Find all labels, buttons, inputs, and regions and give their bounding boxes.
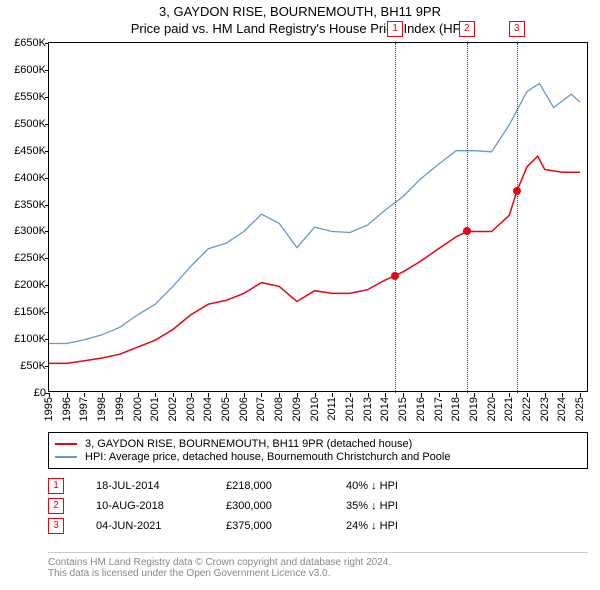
legend-swatch xyxy=(55,456,77,458)
chart-container: 3, GAYDON RISE, BOURNEMOUTH, BH11 9PR Pr… xyxy=(0,0,600,590)
x-tick-label: 2004 xyxy=(202,397,214,421)
x-tick-label: 2006 xyxy=(238,397,250,421)
x-tick-label: 1998 xyxy=(96,397,108,421)
sale-marker-line xyxy=(517,43,518,393)
sales-pct: 24% ↓ HPI xyxy=(346,520,398,532)
y-tick-label: £350K xyxy=(4,199,46,211)
sale-marker-box: 3 xyxy=(509,21,525,37)
series-price_paid xyxy=(49,156,580,363)
legend-row: 3, GAYDON RISE, BOURNEMOUTH, BH11 9PR (d… xyxy=(55,438,581,450)
x-tick-label: 1997 xyxy=(78,397,90,421)
y-tick-label: £150K xyxy=(4,306,46,318)
sale-marker-box: 1 xyxy=(387,21,403,37)
x-tick-label: 2001 xyxy=(149,397,161,421)
y-tick-label: £500K xyxy=(4,118,46,130)
sales-table: 1 18-JUL-2014£218,00040% ↓ HPI 2 10-AUG-201… xyxy=(48,474,588,538)
x-tick-label: 2017 xyxy=(433,397,445,421)
x-tick-label: 2015 xyxy=(397,397,409,421)
series-hpi xyxy=(49,83,580,343)
y-tick-label: £0 xyxy=(4,387,46,399)
x-tick-label: 2024 xyxy=(556,397,568,421)
sales-marker-ref: 2 xyxy=(48,498,64,514)
chart-area: £0£50K£100K£150K£200K£250K£300K£350K£400… xyxy=(48,42,588,392)
legend: 3, GAYDON RISE, BOURNEMOUTH, BH11 9PR (d… xyxy=(48,432,588,469)
sales-date: 04-JUN-2021 xyxy=(96,520,226,532)
x-tick-label: 2023 xyxy=(539,397,551,421)
y-tick-label: £400K xyxy=(4,172,46,184)
y-tick-label: £200K xyxy=(4,279,46,291)
x-tick-label: 2008 xyxy=(273,397,285,421)
sales-marker-ref: 1 xyxy=(48,478,64,494)
y-tick-label: £550K xyxy=(4,91,46,103)
x-tick-label: 2012 xyxy=(344,397,356,421)
x-tick-label: 2007 xyxy=(255,397,267,421)
sale-marker-dot xyxy=(391,272,399,280)
sales-date: 10-AUG-2018 xyxy=(96,500,226,512)
y-tick-label: £300K xyxy=(4,225,46,237)
sales-price: £218,000 xyxy=(226,480,346,492)
footer-line2: This data is licensed under the Open Gov… xyxy=(48,568,588,579)
y-tick-label: £650K xyxy=(4,37,46,49)
x-tick-label: 2003 xyxy=(185,397,197,421)
x-tick-label: 2022 xyxy=(521,397,533,421)
footer-line1: Contains HM Land Registry data © Crown c… xyxy=(48,557,588,568)
x-tick-label: 2002 xyxy=(167,397,179,421)
y-tick-label: £600K xyxy=(4,64,46,76)
chart-lines xyxy=(49,43,589,393)
sales-row: 2 10-AUG-2018£300,00035% ↓ HPI xyxy=(48,498,588,514)
x-tick-label: 2010 xyxy=(309,397,321,421)
x-tick-label: 1995 xyxy=(43,397,55,421)
sale-marker-box: 2 xyxy=(459,21,475,37)
sales-pct: 35% ↓ HPI xyxy=(346,500,398,512)
sale-marker-line xyxy=(467,43,468,393)
sales-price: £375,000 xyxy=(226,520,346,532)
x-tick-label: 2014 xyxy=(379,397,391,421)
sales-pct: 40% ↓ HPI xyxy=(346,480,398,492)
chart-title: 3, GAYDON RISE, BOURNEMOUTH, BH11 9PR xyxy=(0,0,600,21)
legend-label: 3, GAYDON RISE, BOURNEMOUTH, BH11 9PR (d… xyxy=(85,438,412,450)
sales-row: 3 04-JUN-2021£375,00024% ↓ HPI xyxy=(48,518,588,534)
legend-row: HPI: Average price, detached house, Bour… xyxy=(55,451,581,463)
x-tick-label: 2018 xyxy=(450,397,462,421)
x-tick-label: 2005 xyxy=(220,397,232,421)
x-tick-label: 2016 xyxy=(415,397,427,421)
sales-price: £300,000 xyxy=(226,500,346,512)
y-tick-label: £450K xyxy=(4,145,46,157)
y-tick-label: £50K xyxy=(4,360,46,372)
plot-area: £0£50K£100K£150K£200K£250K£300K£350K£400… xyxy=(48,42,588,392)
sales-date: 18-JUL-2014 xyxy=(96,480,226,492)
y-tick-label: £250K xyxy=(4,252,46,264)
legend-swatch xyxy=(55,443,77,445)
sale-marker-dot xyxy=(463,227,471,235)
x-tick-label: 2000 xyxy=(132,397,144,421)
footer: Contains HM Land Registry data © Crown c… xyxy=(48,552,588,579)
sale-marker-line xyxy=(395,43,396,393)
sale-marker-dot xyxy=(513,187,521,195)
x-tick-label: 2019 xyxy=(468,397,480,421)
x-tick-label: 1996 xyxy=(61,397,73,421)
sales-marker-ref: 3 xyxy=(48,518,64,534)
x-tick-label: 2009 xyxy=(291,397,303,421)
x-tick-label: 2025 xyxy=(574,397,586,421)
y-tick-label: £100K xyxy=(4,333,46,345)
x-tick-label: 2021 xyxy=(503,397,515,421)
x-tick-label: 2013 xyxy=(362,397,374,421)
legend-label: HPI: Average price, detached house, Bour… xyxy=(85,451,450,463)
x-tick-label: 2011 xyxy=(326,397,338,421)
sales-row: 1 18-JUL-2014£218,00040% ↓ HPI xyxy=(48,478,588,494)
x-tick-label: 2020 xyxy=(486,397,498,421)
x-tick-label: 1999 xyxy=(114,397,126,421)
